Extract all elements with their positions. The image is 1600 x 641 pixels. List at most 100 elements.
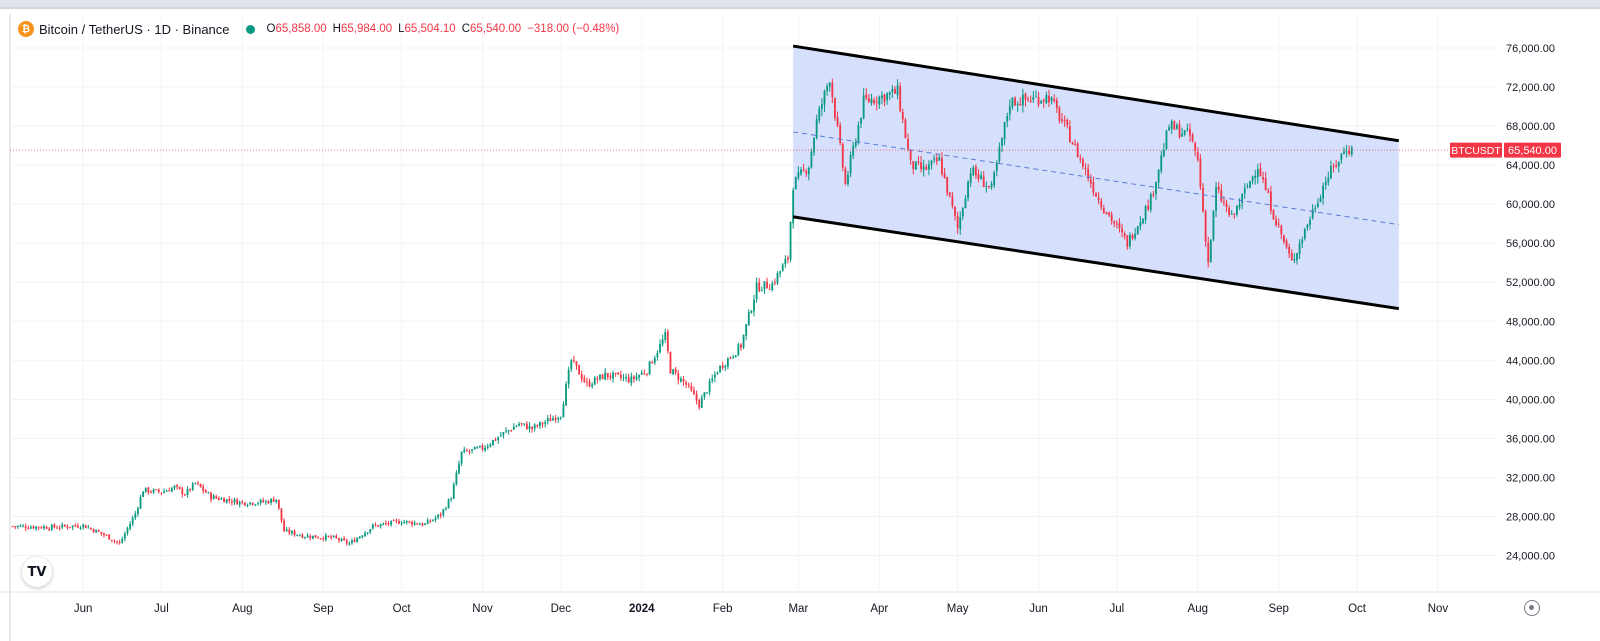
- gear-icon[interactable]: [1524, 600, 1540, 616]
- candle-body: [353, 539, 356, 543]
- candle-body: [1160, 155, 1163, 171]
- candle-body: [515, 425, 518, 427]
- candle-body: [311, 535, 314, 539]
- candle-body: [460, 451, 463, 464]
- candle-body: [139, 497, 142, 509]
- candle-body: [766, 281, 768, 289]
- candle-body: [961, 208, 964, 217]
- candle-body: [1225, 203, 1228, 208]
- candle-body: [760, 290, 763, 292]
- y-tick-label: 40,000.00: [1506, 394, 1555, 406]
- market-status-icon[interactable]: [245, 24, 255, 34]
- candle-body: [886, 93, 889, 101]
- candle-body: [155, 489, 158, 491]
- candle-body: [1303, 229, 1306, 239]
- candle-body: [1068, 126, 1071, 143]
- symbol-title[interactable]: Bitcoin / TetherUS · 1D · Binance: [39, 21, 230, 37]
- price-chart[interactable]: 76,000.00 72,000.00 68,000.00 64,000.00 60,0…: [0, 9, 1600, 641]
- candle-body: [648, 361, 651, 375]
- candle-body: [552, 418, 554, 421]
- candle-body: [468, 451, 471, 453]
- candle-body: [1209, 239, 1212, 262]
- candle-body: [1102, 208, 1105, 213]
- candle-body: [507, 430, 510, 432]
- candle-body: [625, 377, 627, 379]
- y-tick-label: 64,000.00: [1506, 160, 1555, 172]
- candle-body: [557, 417, 560, 420]
- candle-body: [1021, 94, 1024, 106]
- candle-body: [476, 447, 479, 449]
- candle-body: [1202, 187, 1204, 212]
- candle-body: [549, 418, 552, 422]
- candle-body: [938, 156, 941, 161]
- candle-body: [191, 483, 194, 490]
- candle-body: [1076, 143, 1079, 158]
- candle-body: [706, 392, 708, 394]
- candle-body: [1236, 205, 1238, 215]
- candle-body: [429, 520, 432, 522]
- candle-body: [463, 449, 466, 452]
- candle-body: [870, 98, 873, 104]
- candle-body: [327, 535, 330, 537]
- candle-body: [617, 372, 620, 375]
- candle-body: [964, 198, 967, 209]
- candle-body: [63, 524, 66, 527]
- candle-body: [385, 523, 387, 525]
- candle-body: [285, 529, 288, 532]
- grid-layer: [0, 14, 1600, 641]
- candle-body: [338, 538, 340, 541]
- candle-body: [1066, 119, 1069, 126]
- candle-body: [486, 446, 489, 448]
- candle-body: [103, 533, 105, 536]
- y-tick-label: 24,000.00: [1506, 551, 1555, 563]
- candle-body: [186, 488, 189, 496]
- candle-body: [862, 95, 865, 119]
- candle-body: [1269, 191, 1272, 212]
- candle-body: [1178, 124, 1181, 138]
- candle-body: [1230, 213, 1233, 215]
- candle-body: [147, 487, 150, 493]
- candle-body: [1220, 190, 1223, 202]
- candle-body: [554, 418, 557, 421]
- candle-body: [1340, 153, 1343, 161]
- candle-body: [1199, 158, 1202, 187]
- candle-body: [1029, 100, 1032, 102]
- candle-body: [995, 162, 998, 172]
- candle-body: [1272, 210, 1275, 220]
- candle-body: [914, 161, 917, 170]
- candle-body: [805, 171, 808, 174]
- candle-body: [698, 400, 701, 408]
- candle-body: [170, 487, 173, 492]
- candle-body: [1254, 175, 1257, 178]
- candle-body: [896, 85, 899, 96]
- candle-body: [1290, 252, 1293, 261]
- candle-body: [105, 534, 108, 536]
- candle-body: [901, 111, 904, 120]
- candle-body: [48, 529, 51, 531]
- candle-body: [1173, 121, 1176, 130]
- candle-body: [1149, 194, 1152, 210]
- candle-body: [426, 520, 429, 525]
- candle-body: [1243, 188, 1246, 194]
- tradingview-logo-icon[interactable]: TV: [22, 557, 52, 587]
- candle-body: [1204, 211, 1207, 242]
- candle-body: [374, 524, 377, 526]
- candle-body: [794, 177, 797, 190]
- candle-body: [572, 360, 575, 362]
- candle-body: [1082, 159, 1084, 167]
- candle-body: [1319, 197, 1322, 202]
- candle-body: [1191, 134, 1194, 142]
- candle-body: [58, 527, 61, 529]
- candle-body: [651, 361, 654, 364]
- candle-body: [437, 514, 440, 518]
- candle-body: [935, 157, 938, 162]
- candle-body: [927, 164, 930, 170]
- close-key: C: [461, 23, 471, 35]
- candle-body: [1027, 98, 1030, 100]
- candle-body: [604, 372, 607, 380]
- candle-body: [1275, 219, 1278, 225]
- candle-body: [1332, 165, 1335, 167]
- candle-body: [1061, 119, 1063, 122]
- high-value: 65,984.00: [340, 23, 393, 35]
- candle-body: [575, 361, 578, 366]
